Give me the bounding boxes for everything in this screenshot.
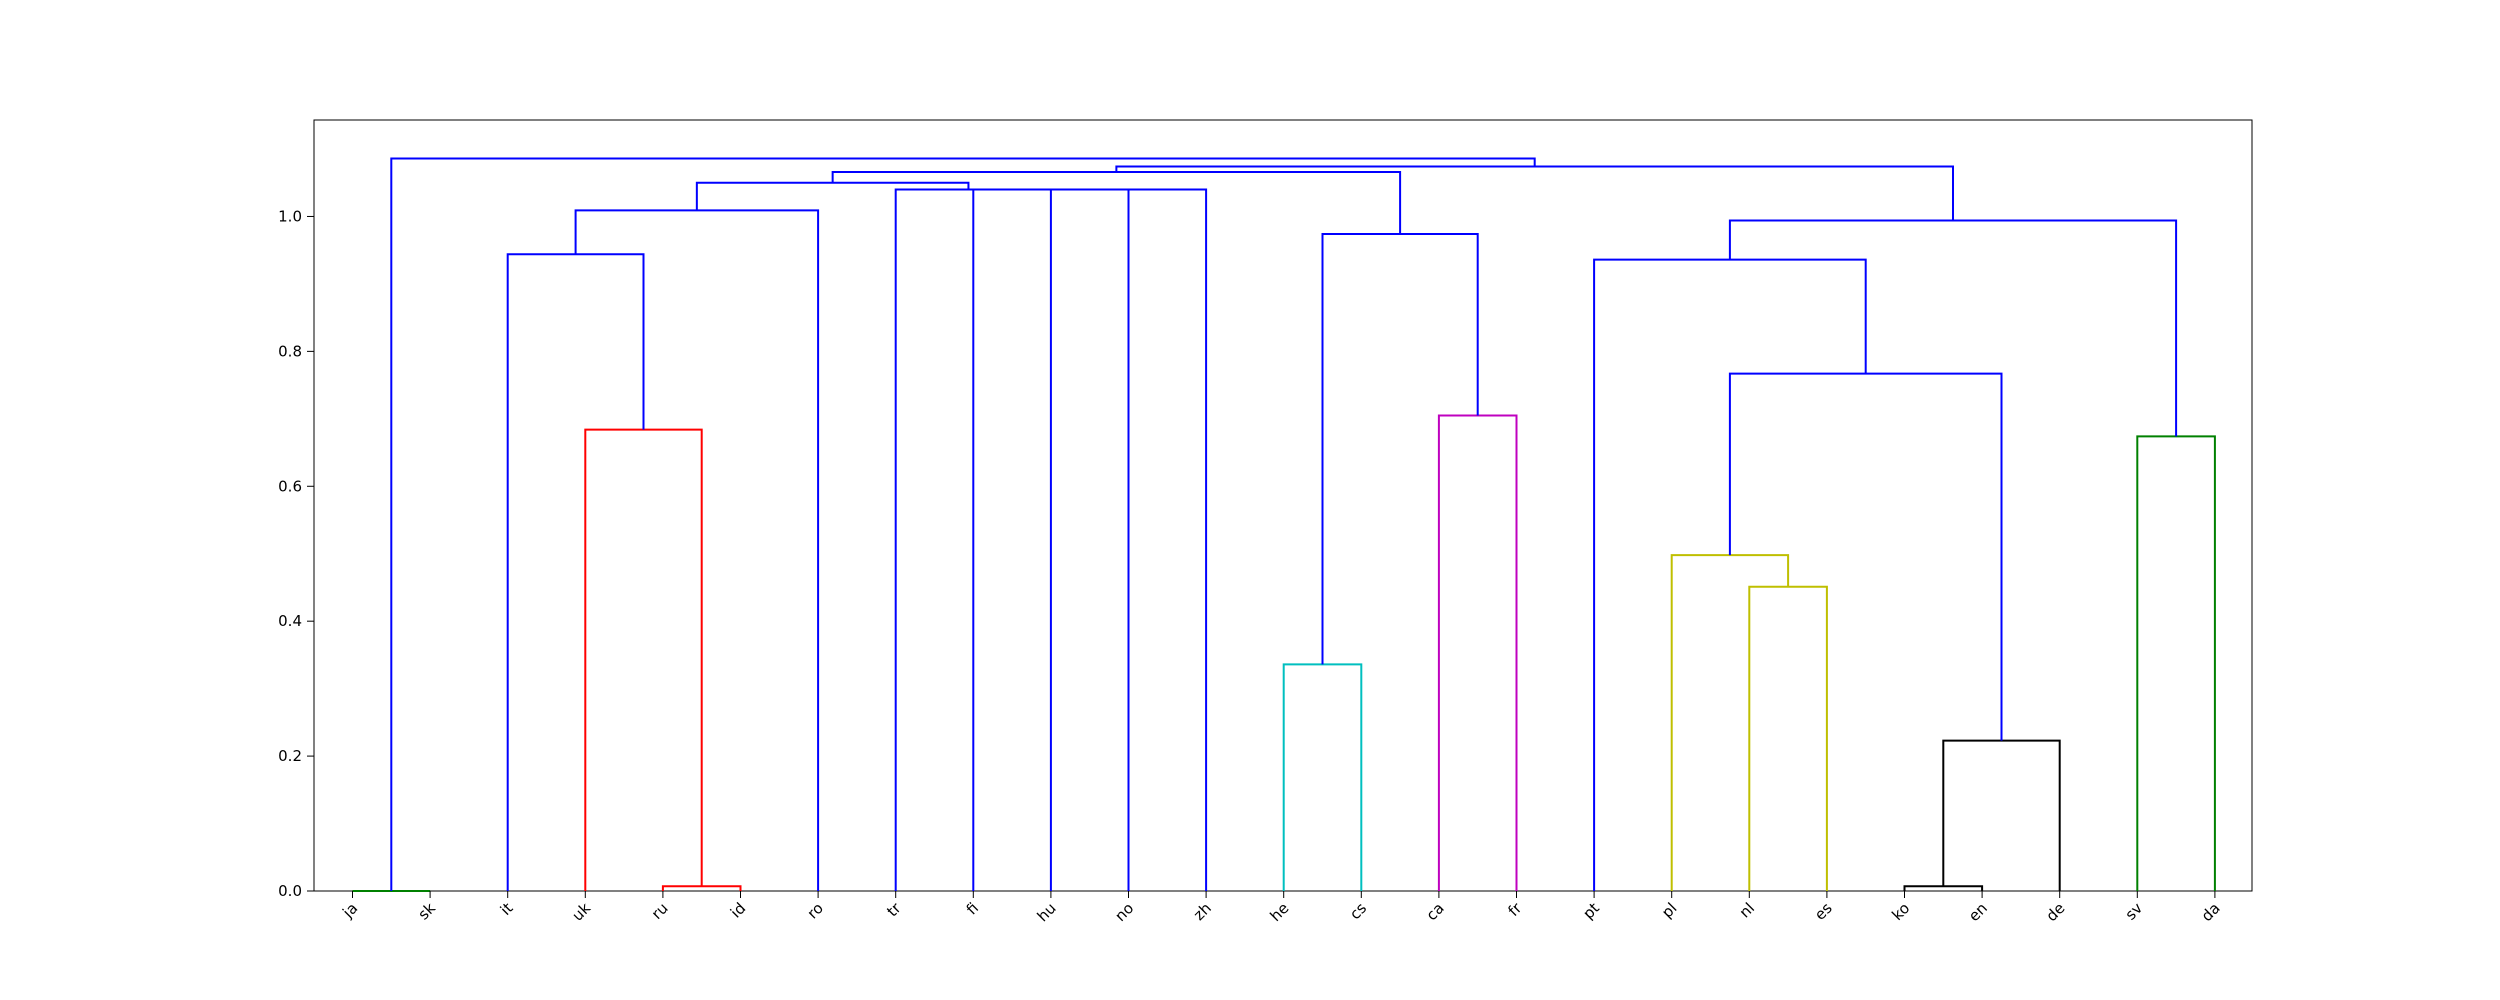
link-fi-hunozh: [972, 188, 1110, 891]
y-tick-label: 0.0: [278, 882, 302, 900]
link-pl-nles: [1670, 554, 1790, 891]
leaf-label-zh: zh: [1190, 899, 1215, 924]
leaf-label-hu: hu: [1034, 899, 1060, 925]
leaf-label-nl: nl: [1736, 899, 1758, 921]
leaf-label-da: da: [2198, 899, 2224, 925]
link-ptde-svda: [1728, 219, 2178, 437]
y-axis: 0.0 0.2 0.4 0.6 0.8 1.0: [278, 207, 314, 900]
link-pt-plde: [1593, 258, 1867, 891]
leaf-label-fr: fr: [1505, 899, 1526, 920]
leaf-label-pt: pt: [1579, 899, 1603, 923]
link-enko-de: [1942, 739, 2061, 891]
leaf-label-ja: ja: [338, 899, 361, 922]
leaf-label-tr: tr: [883, 899, 905, 921]
leaf-label-en: en: [1965, 899, 1991, 925]
leaf-label-ca: ca: [1423, 899, 1448, 924]
dendrogram-links: [352, 157, 2216, 892]
link-it-ukruid: [506, 253, 645, 891]
link-ca-fr: [1437, 414, 1518, 891]
link-hu-nozh: [1049, 188, 1168, 891]
y-tick-label: 0.6: [278, 477, 302, 495]
link-plnles-koende: [1728, 372, 2003, 741]
link-itfr-ptda: [1115, 165, 1954, 221]
y-tick-label: 1.0: [278, 207, 302, 225]
link-nl-es: [1748, 585, 1828, 891]
leaf-label-he: he: [1267, 899, 1293, 925]
leaf-label-id: id: [727, 899, 749, 921]
leaf-label-no: no: [1111, 899, 1137, 925]
link-tr-fizh: [894, 188, 1042, 891]
link-no-zh: [1127, 188, 1208, 891]
leaf-label-ro: ro: [804, 899, 827, 922]
link-ko-en: [1903, 885, 1984, 891]
leaf-label-sv: sv: [2122, 899, 2147, 924]
link-itro-trzh: [695, 181, 970, 211]
y-tick-label: 0.4: [278, 612, 302, 630]
leaf-label-sk: sk: [415, 899, 440, 924]
leaf-label-pl: pl: [1658, 899, 1680, 921]
link-sv-da: [2136, 435, 2216, 891]
leaf-label-ru: ru: [648, 899, 672, 923]
link-itid-ro: [574, 209, 820, 891]
leaf-label-ko: ko: [1888, 899, 1913, 924]
link-hecs-cafr: [1321, 232, 1479, 665]
leaf-label-uk: uk: [569, 899, 595, 925]
link-uk-ruid: [584, 428, 703, 891]
leaf-label-de: de: [2043, 899, 2069, 925]
link-ru-id: [661, 885, 742, 891]
link-itzh-hefr: [831, 170, 1402, 234]
link-jask-itda: [390, 157, 1536, 891]
leaf-label-it: it: [497, 899, 517, 919]
link-he-cs: [1282, 663, 1363, 891]
y-tick-label: 0.8: [278, 342, 302, 360]
y-tick-label: 0.2: [278, 747, 302, 765]
leaf-label-cs: cs: [1346, 899, 1370, 923]
x-axis: ja sk it uk ru id ro tr fi hu no zh he cs ca fr pt pl nl es…: [338, 891, 2224, 925]
leaf-label-es: es: [1811, 899, 1836, 924]
leaf-label-fi: fi: [963, 899, 982, 918]
